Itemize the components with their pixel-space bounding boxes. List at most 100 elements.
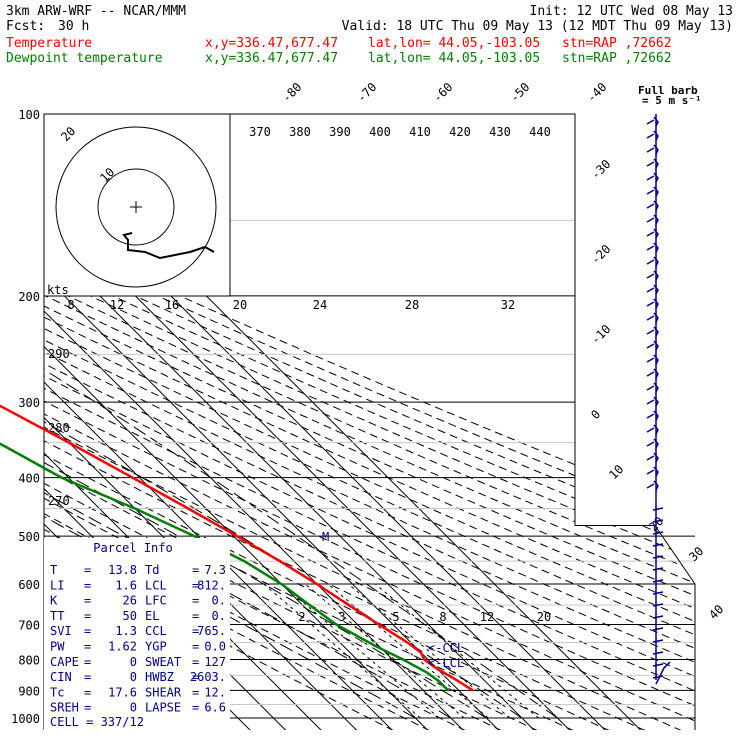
mixing-ratio-label-2: 2 [298,610,305,624]
theta-label-390: 390 [329,125,351,139]
parcel-key-CCL: CCL [145,624,167,638]
wind-barb-low-534 [652,531,664,535]
wind-barb-448 [653,438,659,449]
isotherm--30 [44,114,358,730]
wind-barb-low-678 [652,675,664,679]
dry-adiabat-360 [44,114,695,730]
isotherm--10 [44,114,429,730]
parcel-key-T: T [50,563,57,577]
parcel-eq-T: = [84,563,91,577]
moist-adiabat-10 [44,295,487,719]
isotherm-right-label-10: 10 [606,462,626,482]
parcel-cell: CELL = 337/12 [50,715,144,729]
wind-barb-126 [653,116,659,127]
wind-barb-flag-140 [646,133,655,139]
wind-barb-224 [653,214,659,225]
temperature-point-17 [420,652,423,654]
wind-barb-flag-336 [646,329,655,335]
wind-barb-low-618 [652,615,664,619]
parcel-val-K: 26 [123,594,137,608]
theta-label-430: 430 [489,125,511,139]
wind-barb-surface [655,661,671,685]
parcel-key-EL: EL [145,609,159,623]
wind-barb-low-570 [652,567,664,571]
temp-legend-label: Temperature [6,36,92,51]
dry-adiabat-500 [44,114,695,730]
pressure-tick-400: 400 [18,472,40,486]
wind-barb-flag-364 [646,357,655,363]
wind-barb-low-522 [652,519,664,523]
isotherm-0 [44,114,465,730]
dew-legend-label: Dewpoint temperature [6,51,163,66]
wind-barb-flag-196 [646,189,655,195]
mixing-ratio-label-12: 12 [480,610,494,624]
parcel-val-PW: 1.62 [108,640,137,654]
parcel-eq-Tc: = [84,685,91,699]
parcel-eq-LI: = [84,578,91,592]
parcel-val-SREH: 0 [130,701,137,715]
isotherm-top-label--50: -50 [507,80,532,105]
wind-barb-434 [653,424,659,435]
speed-tick-20: 20 [233,298,247,312]
parcel-val-SWEAT: 127 [204,655,226,669]
dry-adiabat-440 [44,114,695,730]
wind-barb-420 [653,410,659,421]
isotherm-right-label-40: 40 [706,602,726,622]
dewpoint-point-11 [193,535,196,537]
wind-barb-flag-280 [646,273,655,279]
isotherm--20 [44,114,394,730]
hodograph-box [43,113,231,297]
wind-barb-280 [653,270,659,281]
parcel-val-LAPSE: 6.6 [204,701,226,715]
parcel-eq-Td: = [192,563,199,577]
dewpoint-point-15 [335,623,337,626]
wind-barb-flag-252 [646,245,655,251]
parcel-val-Tc: 17.6 [108,685,137,699]
parcel-key-LAPSE: LAPSE [145,701,181,715]
mixing-ratio-2 [263,583,421,719]
parcel-val-TT: 50 [123,609,137,623]
isotherm-10 [44,114,500,730]
wind-barb-252 [653,242,659,253]
speed-tick-12: 12 [110,298,124,312]
dry-adiabat-label-290: 290 [48,347,70,361]
isotherm--130 [0,114,2,731]
wind-barb-flag-462 [646,455,655,461]
dry-adiabat-label-280: 280 [48,421,70,435]
temperature-point-15 [377,623,380,626]
speed-tick-32: 32 [501,298,515,312]
wind-barb-low-666 [652,663,664,667]
parcel-val-LFC: 0. [212,594,226,608]
dry-adiabat-350 [44,114,695,730]
dry-adiabat-380 [44,114,695,730]
mixing-ratio-label-20: 20 [537,610,551,624]
wind-barb-392 [653,382,659,393]
parcel-key-TT: TT [50,609,64,623]
parcel-eq-K: = [84,594,91,608]
model-title: 3km ARW-WRF -- NCAR/MMM [6,4,186,19]
parcel-key-K: K [50,594,58,608]
parcel-eq-SREH: = [84,701,91,715]
isotherm-top-label--40: -40 [584,80,609,105]
pressure-tick-700: 700 [18,618,40,632]
isotherm-20 [44,114,536,730]
wind-barb-266 [653,256,659,267]
wind-barb-364 [653,354,659,365]
temperature-point-20 [453,677,455,680]
parcel-eq-HWBZ: = [192,670,199,684]
parcel-eq-LAPSE: = [192,701,199,715]
parcel-eq-SHEAR: = [192,685,199,699]
parcel-key-SWEAT: SWEAT [145,655,181,669]
wind-barb-350 [653,340,659,351]
wind-barb-flag-420 [646,413,655,419]
wind-barb-flag-266 [646,259,655,265]
isotherm-right-label--30: -30 [588,157,613,182]
pressure-tick-900: 900 [18,684,40,698]
parcel-key-HWBZ: HWBZ [145,670,174,684]
dewpoint-point-10 [134,507,136,510]
dewpoint-point-9 [60,476,63,479]
parcel-val-CAPE: 0 [130,655,137,669]
parcel-info-box [44,538,230,730]
